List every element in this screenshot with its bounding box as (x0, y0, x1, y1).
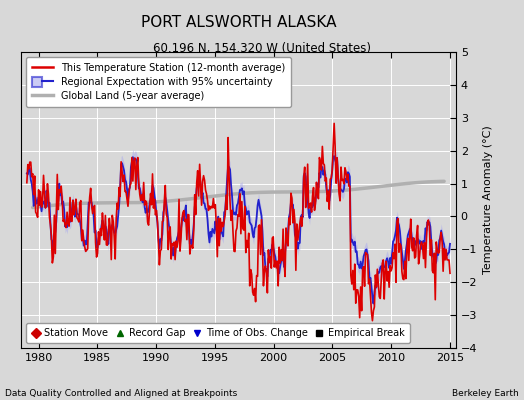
Title: PORT ALSWORTH ALASKA: PORT ALSWORTH ALASKA (140, 15, 336, 30)
Text: 60.196 N, 154.320 W (United States): 60.196 N, 154.320 W (United States) (153, 42, 371, 55)
Text: Berkeley Earth: Berkeley Earth (452, 389, 519, 398)
Legend: Station Move, Record Gap, Time of Obs. Change, Empirical Break: Station Move, Record Gap, Time of Obs. C… (26, 324, 410, 343)
Y-axis label: Temperature Anomaly (°C): Temperature Anomaly (°C) (483, 126, 493, 274)
Text: Data Quality Controlled and Aligned at Breakpoints: Data Quality Controlled and Aligned at B… (5, 389, 237, 398)
